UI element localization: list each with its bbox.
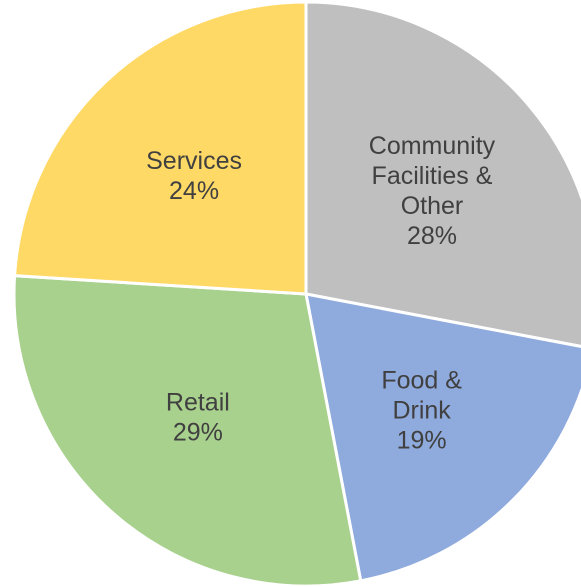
slice-category-label: Services [146, 147, 242, 175]
slice-category-label: Facilities & [372, 162, 493, 190]
slice-category-label: Retail [166, 389, 230, 417]
slice-value-label: 29% [173, 419, 223, 447]
pie-slice-0 [304, 0, 581, 348]
pie-slice-3 [12, 0, 308, 296]
slice-category-label: Food & [381, 367, 462, 395]
slice-value-label: 28% [407, 222, 457, 250]
pie-slice-1 [304, 292, 581, 583]
slice-value-label: 24% [169, 177, 219, 205]
slice-category-label: Community [369, 132, 496, 160]
pie-slice-2 [12, 274, 363, 587]
slice-label-0: Community Facilities & Other 28% [369, 132, 496, 250]
slice-value-label: 19% [397, 427, 447, 455]
slice-category-label: Other [401, 192, 464, 220]
slice-label-3: Services 24% [146, 147, 242, 205]
slice-label-1: Food & Drink 19% [381, 367, 462, 455]
slice-label-2: Retail 29% [166, 389, 230, 447]
slice-category-label: Drink [392, 397, 451, 425]
